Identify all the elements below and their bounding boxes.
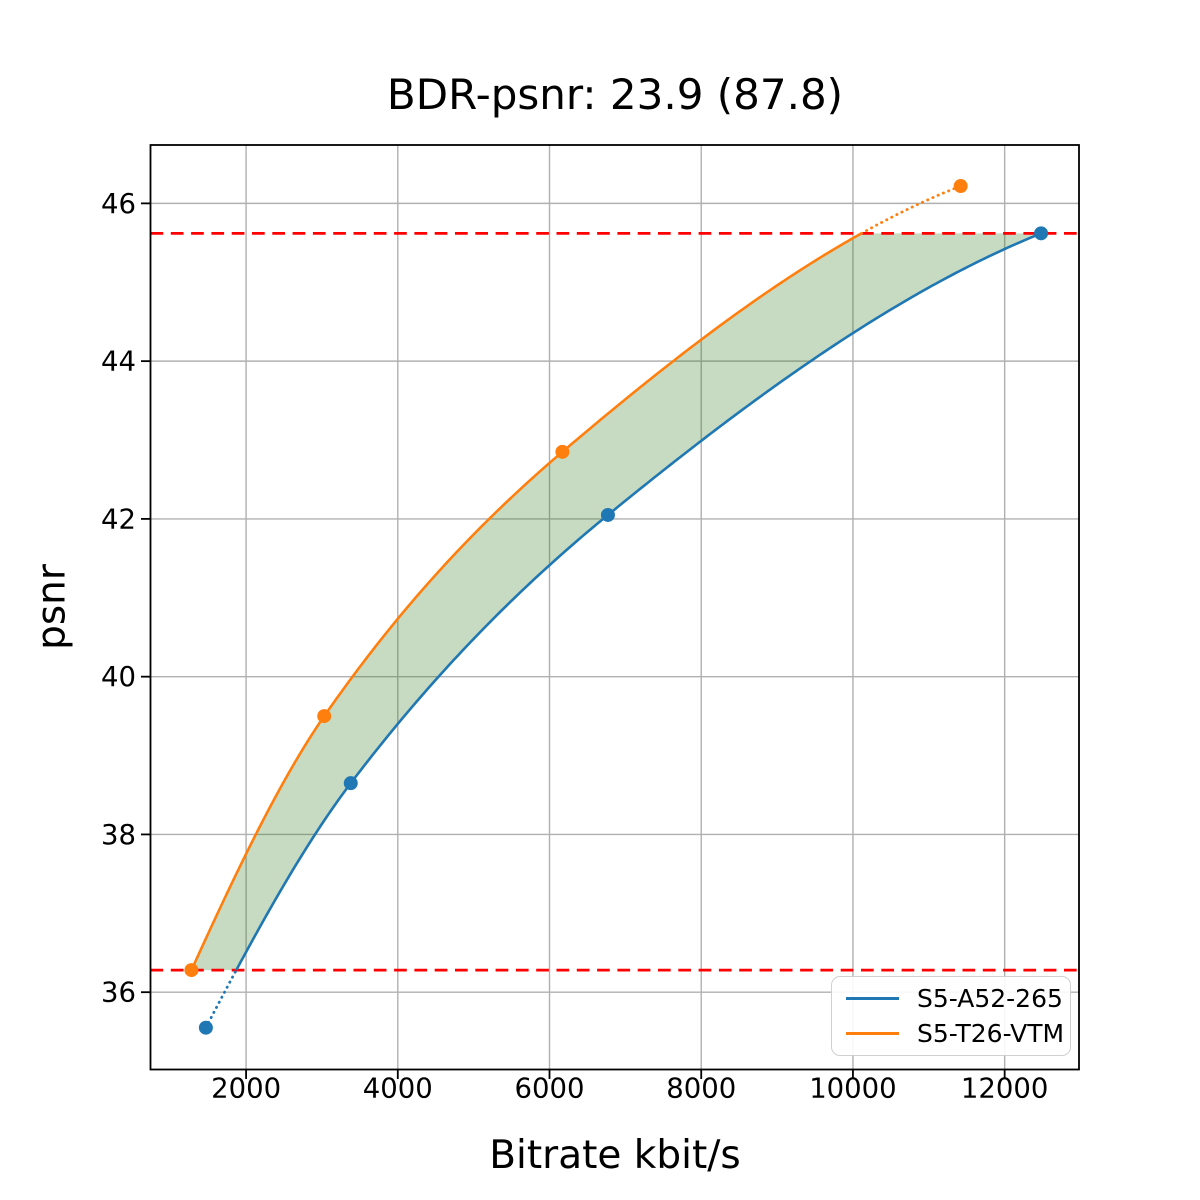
axis-ticks bbox=[141, 202, 1006, 1079]
y-tick-label: 46 bbox=[101, 188, 136, 220]
legend-label: S5-A52-265 bbox=[917, 984, 1063, 1013]
bd-interval-hlines bbox=[150, 231, 1079, 972]
orange-data-point-marker bbox=[953, 179, 968, 194]
x-tick-label: 2000 bbox=[211, 1073, 281, 1105]
y-tick-label: 44 bbox=[101, 346, 136, 378]
x-tick-label: 4000 bbox=[363, 1073, 433, 1105]
gridlines bbox=[150, 145, 1079, 1070]
plot-frame bbox=[149, 144, 1080, 1071]
legend: S5-A52-265 S5-T26-VTM bbox=[831, 976, 1071, 1056]
blue-curve-solid bbox=[235, 232, 1042, 971]
x-tick-label: 6000 bbox=[515, 1073, 585, 1105]
chart-title: BDR-psnr: 23.9 (87.8) bbox=[386, 70, 844, 119]
orange-curve-dotted-segment bbox=[860, 184, 963, 235]
blue-data-point-marker bbox=[1034, 226, 1049, 241]
x-axis-label: Bitrate kbit/s bbox=[489, 1133, 741, 1178]
data-point-markers bbox=[184, 179, 1049, 1035]
y-tick-label: 42 bbox=[101, 503, 136, 535]
blue-data-point-marker bbox=[198, 1020, 213, 1035]
rd-curves bbox=[190, 184, 1042, 1030]
legend-label: S5-T26-VTM bbox=[917, 1018, 1065, 1048]
y-axis-label: psnr bbox=[29, 564, 75, 650]
legend-item-s5-t26-vtm: S5-T26-VTM bbox=[846, 1019, 1064, 1048]
legend-line-sample-blue bbox=[846, 997, 899, 1001]
legend-item-s5-a52-265: S5-A52-265 bbox=[846, 985, 1063, 1013]
x-tick-label: 10000 bbox=[809, 1073, 896, 1105]
orange-data-point-marker bbox=[184, 963, 199, 978]
orange-data-point-marker bbox=[555, 444, 570, 459]
legend-line-sample-orange bbox=[846, 1031, 899, 1035]
blue-curve-dotted-segment bbox=[204, 968, 238, 1030]
x-tick-label: 12000 bbox=[961, 1073, 1048, 1105]
y-tick-label: 38 bbox=[101, 819, 136, 851]
y-tick-label: 40 bbox=[101, 661, 136, 693]
bd-gap-fill-area bbox=[191, 233, 1042, 971]
blue-data-point-marker bbox=[343, 776, 358, 791]
axis-tick-labels: 2000 4000 6000 8000 10000 12000 36 38 40 42 44 46 bbox=[101, 188, 1048, 1105]
blue-data-point-marker bbox=[600, 507, 615, 522]
orange-data-point-marker bbox=[317, 709, 332, 724]
orange-curve-solid bbox=[190, 232, 863, 971]
y-tick-label: 36 bbox=[101, 977, 136, 1009]
x-tick-label: 8000 bbox=[666, 1073, 736, 1105]
